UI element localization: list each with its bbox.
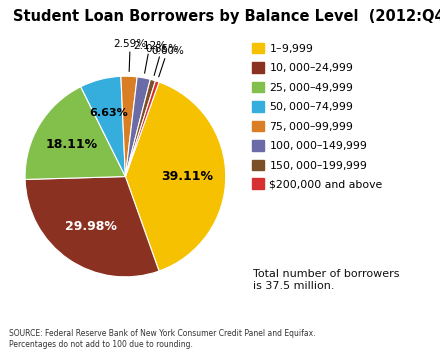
Text: 29.98%: 29.98% [66, 220, 117, 233]
Text: 2.59%: 2.59% [114, 39, 147, 71]
Wedge shape [25, 177, 159, 277]
Wedge shape [121, 76, 137, 177]
Text: SOURCE: Federal Reserve Bank of New York Consumer Credit Panel and Equifax.
Perc: SOURCE: Federal Reserve Bank of New York… [9, 329, 315, 349]
Text: Total number of borrowers
is 37.5 million.: Total number of borrowers is 37.5 millio… [253, 269, 400, 291]
Text: 6.63%: 6.63% [90, 108, 128, 118]
Wedge shape [25, 87, 125, 179]
Wedge shape [125, 81, 159, 177]
Wedge shape [125, 82, 226, 271]
Text: Student Loan Borrowers by Balance Level  (2012:Q4): Student Loan Borrowers by Balance Level … [13, 9, 440, 24]
Wedge shape [125, 79, 155, 177]
Wedge shape [125, 77, 150, 177]
Text: 0.60%: 0.60% [151, 46, 184, 77]
Wedge shape [81, 76, 125, 177]
Legend: $1 – $9,999, $10,000 – $24,999, $25,000 – $49,999, $50,000 – $74,999, $75,000 – : $1 – $9,999, $10,000 – $24,999, $25,000 … [252, 42, 382, 189]
Text: 2.12%: 2.12% [133, 41, 166, 73]
Text: 39.11%: 39.11% [161, 170, 213, 183]
Text: 18.11%: 18.11% [46, 138, 98, 151]
Text: 0.85%: 0.85% [145, 44, 178, 75]
